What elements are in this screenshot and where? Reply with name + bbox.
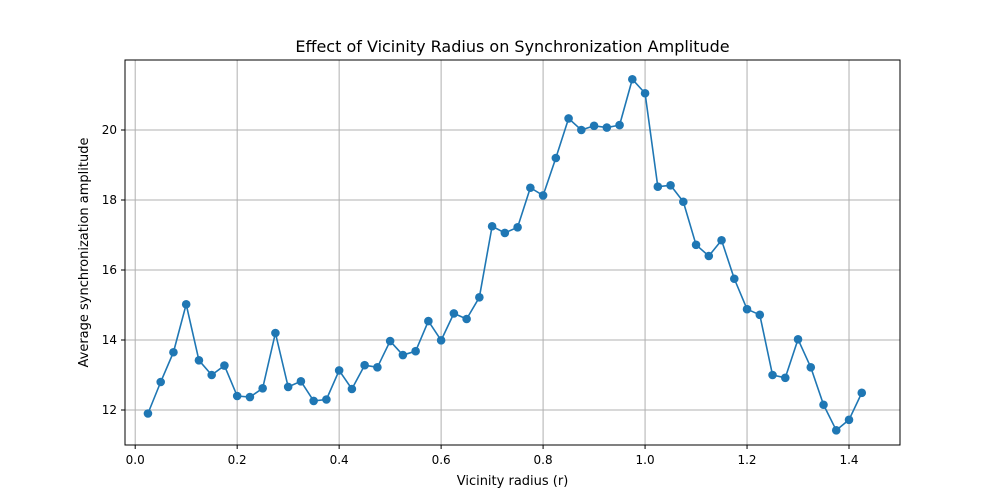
data-point [742, 304, 752, 314]
x-axis: 0.0 0.2 0.4 0.6 0.8 1.0 1.2 1.4 [126, 445, 859, 467]
data-point [347, 384, 357, 394]
data-point [334, 366, 344, 375]
y-tick-label: 16 [102, 263, 117, 277]
data-point [729, 274, 739, 284]
data-point [385, 336, 395, 346]
data-point [500, 228, 510, 238]
data-point [194, 356, 204, 365]
data-point [679, 197, 688, 207]
data-point [398, 350, 408, 360]
y-tick-label: 20 [102, 123, 117, 137]
y-axis: 12 14 16 18 20 [102, 123, 125, 417]
data-point [258, 384, 267, 393]
data-point [181, 300, 191, 309]
data-point [436, 336, 446, 345]
data-point [309, 396, 318, 406]
data-point [755, 310, 765, 320]
y-tick-label: 18 [102, 193, 117, 207]
data-point [283, 382, 293, 392]
data-point [526, 183, 535, 193]
data-point [704, 251, 714, 261]
x-tick-label: 1.2 [737, 453, 756, 467]
data-point [819, 400, 828, 410]
data-point [602, 123, 612, 132]
data-point [666, 181, 675, 190]
data-point [691, 240, 701, 250]
data-point [487, 221, 497, 231]
data-point [844, 415, 854, 425]
data-point [322, 395, 331, 404]
x-tick-label: 1.4 [839, 453, 858, 467]
data-point [793, 335, 803, 344]
grid [125, 60, 900, 445]
data-point [424, 316, 433, 326]
plot-frame [124, 59, 901, 446]
data-point [156, 377, 165, 387]
data-point [538, 191, 548, 200]
data-point [806, 363, 816, 372]
data-point [857, 388, 867, 398]
data-point [717, 235, 726, 245]
x-tick-label: 0.0 [126, 453, 145, 467]
x-tick-label: 0.2 [228, 453, 247, 467]
y-tick-label: 12 [102, 403, 117, 417]
data-point [628, 74, 637, 84]
data-point [551, 153, 561, 163]
chart-title: Effect of Vicinity Radius on Synchroniza… [295, 37, 729, 56]
data-point [220, 361, 229, 370]
data-point [475, 293, 484, 302]
data-point [245, 392, 255, 402]
data-point [296, 377, 306, 386]
data-point [411, 346, 420, 356]
data-point [232, 391, 242, 401]
data-point [207, 370, 216, 380]
data-point [169, 347, 178, 357]
data-point [768, 370, 777, 380]
data-point [577, 125, 586, 135]
data-point [780, 373, 790, 383]
x-tick-label: 1.0 [636, 453, 655, 467]
series-line [147, 78, 863, 432]
data-point [831, 426, 841, 435]
data-point [143, 409, 153, 418]
data-point [589, 121, 599, 131]
data-point [564, 114, 573, 123]
data-point [640, 88, 650, 98]
data-point [653, 182, 663, 191]
data-point [449, 309, 459, 318]
data-point [615, 120, 624, 130]
y-axis-label: Average synchronization amplitude [77, 138, 92, 368]
series-layer [143, 74, 867, 435]
data-point [271, 328, 280, 338]
data-point [462, 314, 471, 324]
x-axis-label: Vicinity radius (r) [457, 474, 569, 489]
data-point [373, 363, 382, 372]
x-tick-label: 0.4 [330, 453, 349, 467]
data-point [360, 360, 369, 370]
x-tick-label: 0.6 [432, 453, 451, 467]
x-tick-label: 0.8 [534, 453, 553, 467]
data-point [513, 223, 522, 232]
y-tick-label: 14 [102, 333, 117, 347]
